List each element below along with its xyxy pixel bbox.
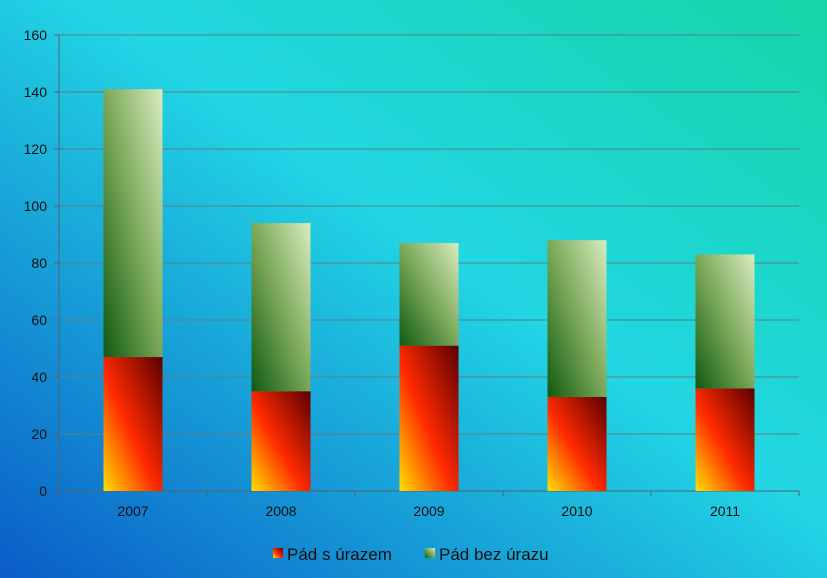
bar-2009-series-2 [399, 243, 459, 346]
x-tick-label-2010: 2010 [561, 503, 592, 519]
bar-2010-series-2 [547, 240, 607, 397]
x-tick-label-2009: 2009 [413, 503, 444, 519]
y-tick-label-20: 20 [31, 426, 47, 442]
legend-swatch-pad-bez-urazu [425, 548, 435, 558]
legend: Pád s úrazem Pád bez úrazu [273, 545, 549, 564]
x-tick-label-2008: 2008 [265, 503, 296, 519]
legend-swatch-pad-s-urazem [273, 548, 283, 558]
tick-labels: 0 20 40 60 80 100 120 140 160 2007 2008 2009 2010 201… [24, 27, 741, 519]
y-tick-label-160: 160 [24, 27, 48, 43]
x-tick-label-2007: 2007 [117, 503, 148, 519]
bar-2011-series-2 [695, 254, 755, 389]
bar-2008-series-1 [251, 391, 311, 491]
legend-label-pad-bez-urazu: Pád bez úrazu [439, 545, 549, 564]
legend-label-pad-s-urazem: Pád s úrazem [287, 545, 392, 564]
y-tick-label-120: 120 [24, 141, 48, 157]
x-tick-label-2011: 2011 [710, 503, 740, 519]
bar-2008-series-2 [251, 223, 311, 392]
bars [103, 89, 755, 491]
y-tick-label-60: 60 [31, 312, 47, 328]
y-tick-label-100: 100 [24, 198, 48, 214]
bar-2011-series-1 [695, 388, 755, 491]
y-tick-label-80: 80 [31, 255, 47, 271]
y-tick-label-140: 140 [24, 84, 48, 100]
bar-2007-series-1 [103, 357, 163, 491]
y-tick-label-40: 40 [31, 369, 47, 385]
y-tick-label-0: 0 [39, 483, 47, 499]
bar-2010-series-1 [547, 396, 607, 491]
bar-2007-series-2 [103, 89, 163, 358]
bar-2009-series-1 [399, 345, 459, 491]
